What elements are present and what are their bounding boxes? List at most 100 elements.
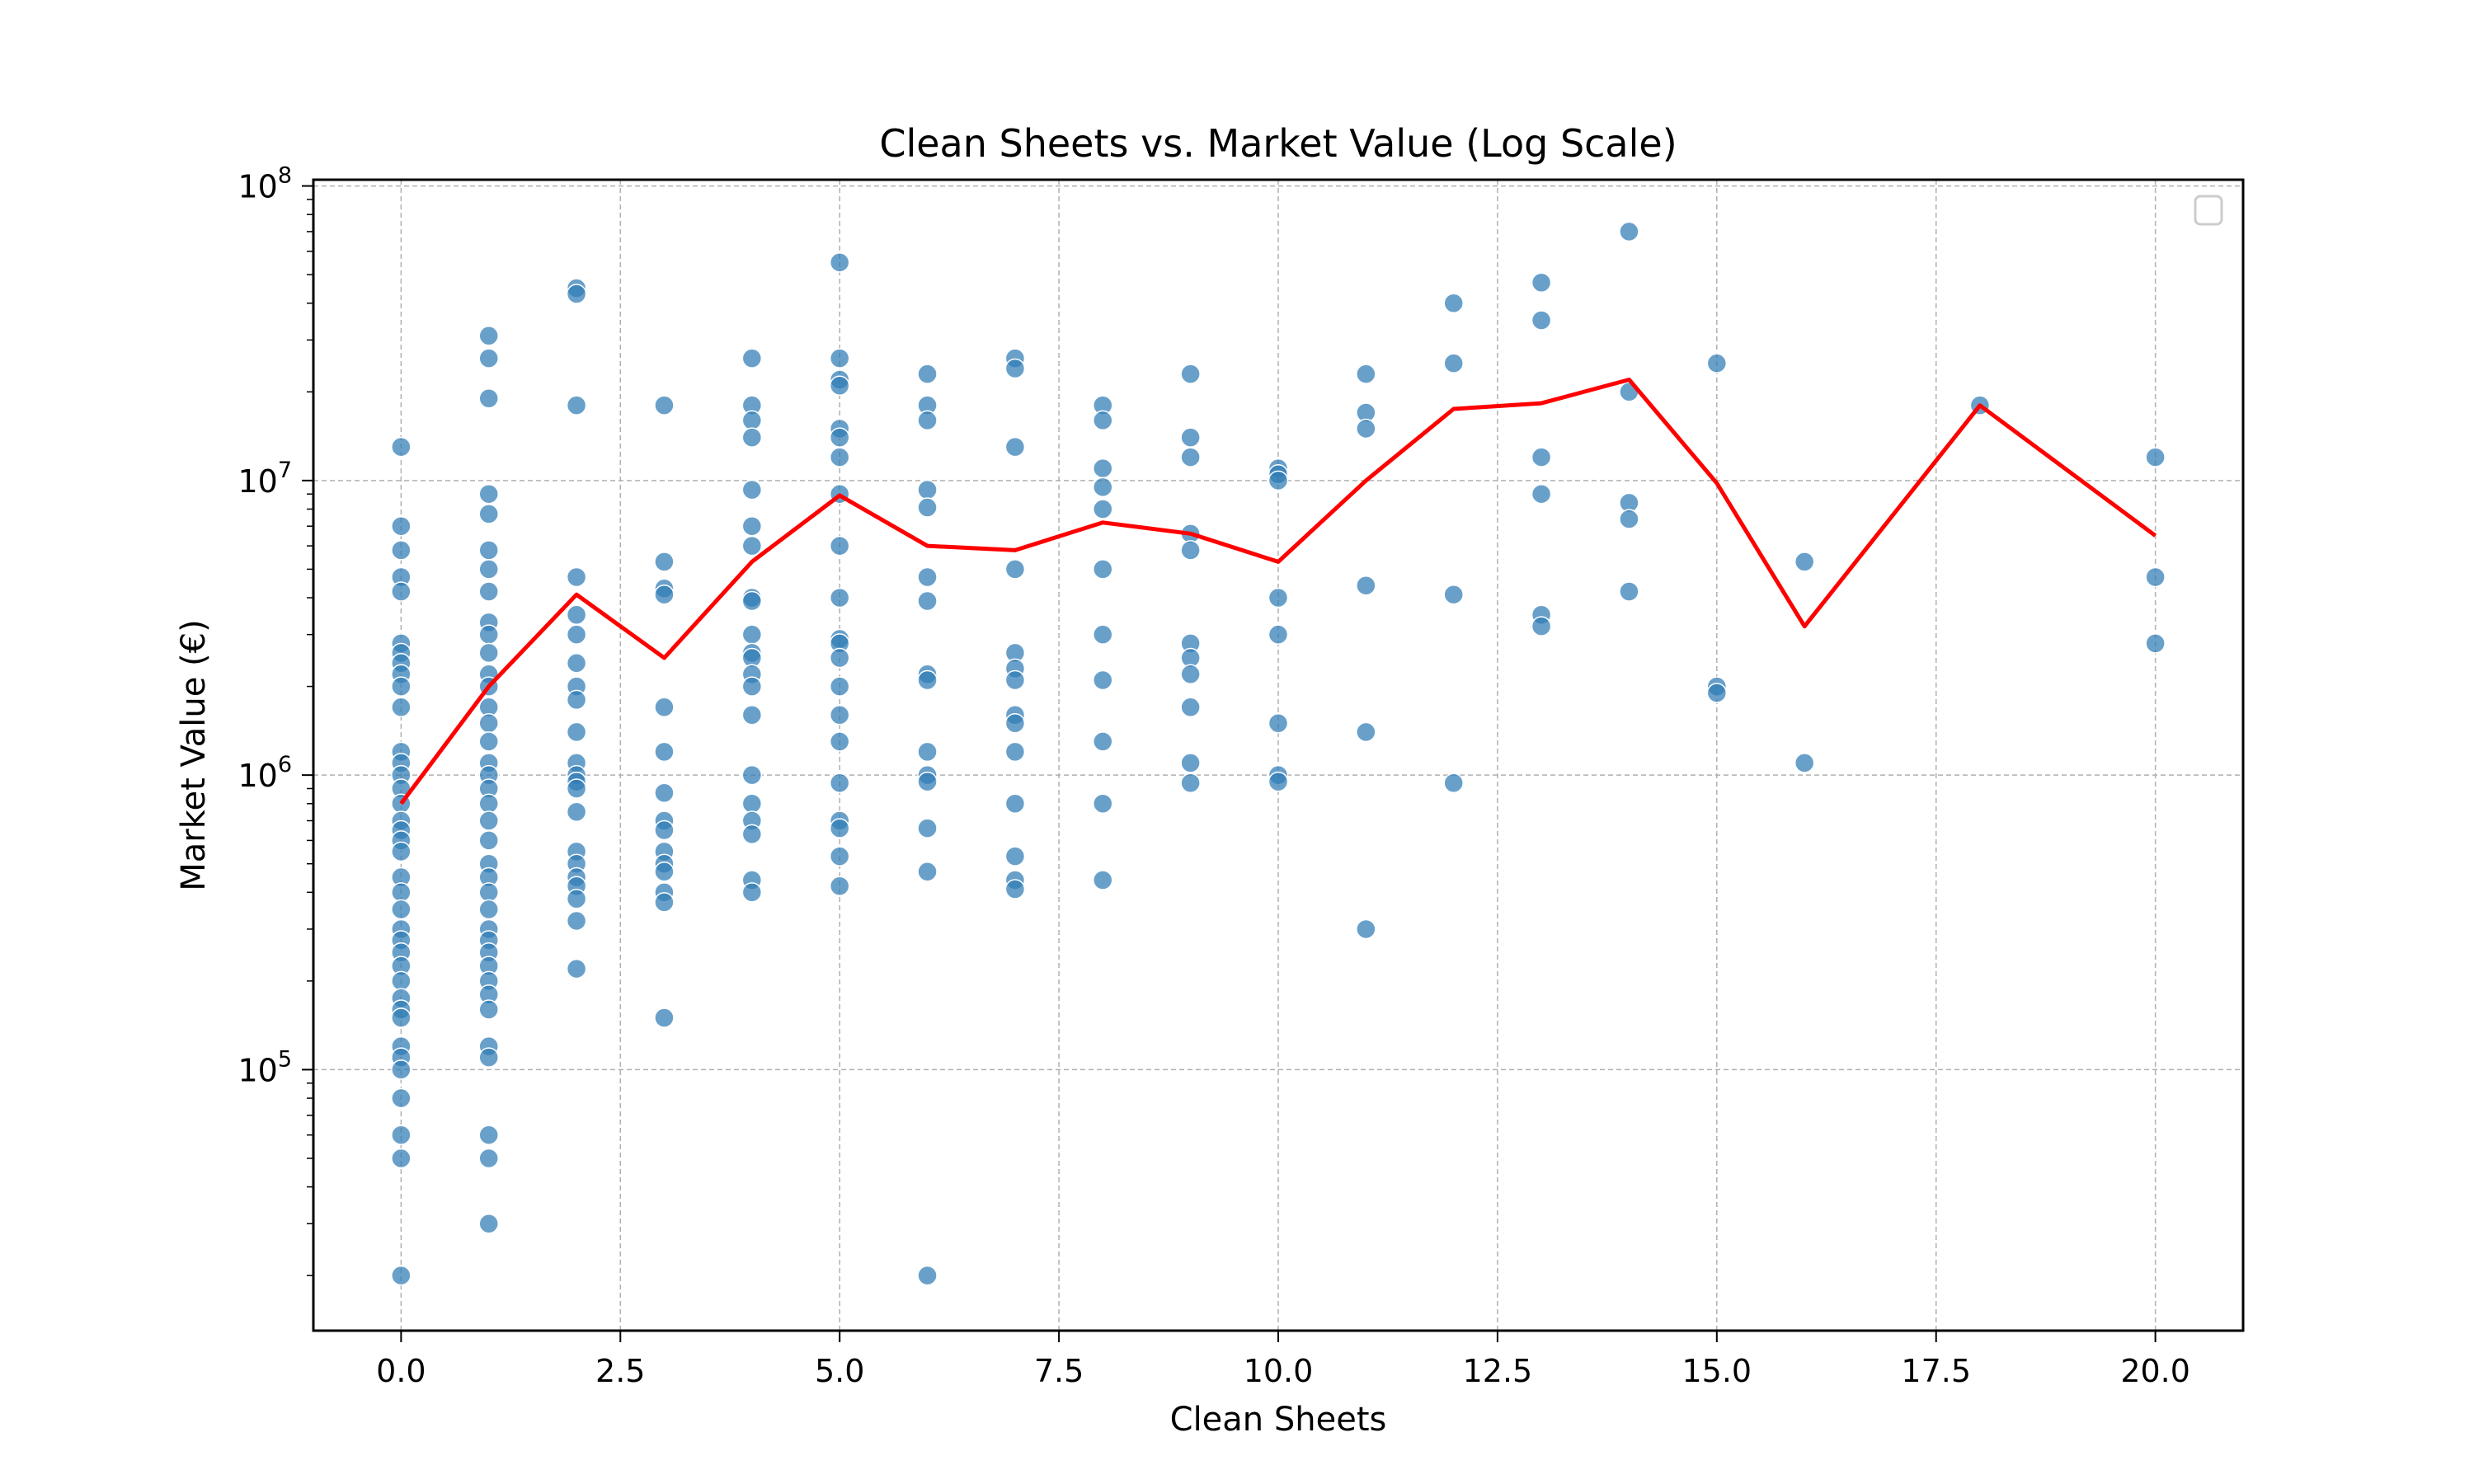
scatter-point (1268, 624, 1289, 645)
scatter-point (917, 771, 938, 792)
scatter-point (566, 284, 587, 304)
scatter-point (829, 818, 850, 838)
scatter-point (829, 647, 850, 669)
x-tick-label: 15.0 (1682, 1353, 1752, 1389)
scatter-point (917, 410, 938, 431)
scatter-point (829, 447, 850, 467)
scatter-point (741, 793, 763, 815)
scatter-point (566, 689, 587, 711)
scatter-point (1531, 272, 1552, 293)
scatter-point (654, 892, 675, 913)
scatter-point (566, 778, 587, 799)
scatter-point (391, 841, 412, 862)
scatter-point (1356, 721, 1376, 743)
y-tick-label: 105 (238, 1046, 292, 1088)
scatter-point (917, 818, 938, 838)
scatter-point (566, 889, 587, 909)
scatter-point (1093, 731, 1113, 752)
scatter-point (917, 497, 938, 518)
scatter-point (829, 876, 850, 896)
scatter-point (917, 862, 938, 882)
scatter-point (478, 810, 499, 831)
scatter-point (391, 1125, 412, 1145)
scatter-point (741, 410, 763, 431)
scatter-point (741, 590, 763, 612)
scatter-point (566, 910, 587, 932)
scatter-point (741, 515, 763, 537)
x-tick-label: 5.0 (815, 1353, 864, 1389)
scatter-point (1180, 773, 1201, 793)
scatter-point (478, 882, 499, 903)
y-axis-label: Market Value (€) (175, 619, 213, 890)
scatter-point (1443, 293, 1464, 313)
scatter-point (829, 704, 850, 726)
scatter-point (741, 479, 763, 500)
scatter-point (654, 741, 675, 763)
scatter-point (829, 846, 850, 866)
scatter-point (1093, 410, 1113, 431)
scatter-point (478, 1047, 499, 1068)
scatter-point (654, 552, 675, 572)
scatter-point (566, 395, 587, 416)
scatter-point (1093, 624, 1113, 645)
scatter-point (1093, 499, 1113, 519)
scatter-point (1180, 753, 1201, 773)
scatter-point (1531, 310, 1552, 331)
scatter-point (1356, 918, 1376, 940)
x-axis-label: Clean Sheets (1170, 1401, 1387, 1439)
scatter-point (566, 604, 587, 626)
scatter-point (741, 882, 763, 903)
scatter-point (478, 830, 499, 851)
scatter-point (391, 1087, 412, 1109)
scatter-point (741, 427, 763, 448)
scatter-point (478, 793, 499, 815)
scatter-point (829, 587, 850, 608)
scatter-point (566, 721, 587, 743)
scatter-point (478, 483, 499, 505)
x-tick-label: 12.5 (1463, 1353, 1533, 1389)
scatter-point (1794, 552, 1815, 572)
scatter-point (1268, 771, 1289, 792)
scatter-point (1093, 559, 1113, 580)
scatter-point (654, 395, 675, 416)
scatter-point (917, 566, 938, 588)
scatter-point (1004, 559, 1026, 580)
scatter-point (1093, 793, 1113, 815)
scatter-point (566, 958, 587, 979)
scatter-point (1443, 584, 1464, 605)
x-tick-label: 10.0 (1244, 1353, 1314, 1389)
scatter-point (478, 1213, 499, 1234)
scatter-point (1531, 447, 1552, 467)
scatter-point (1443, 773, 1464, 793)
x-tick-label: 0.0 (376, 1353, 426, 1389)
scatter-point (829, 427, 850, 448)
scatter-point (917, 590, 938, 612)
scatter-point (917, 669, 938, 691)
scatter-point (478, 581, 499, 602)
scatter-point (391, 697, 412, 718)
scatter-point (391, 1007, 412, 1028)
scatter-point (1093, 870, 1113, 890)
scatter-point (478, 1125, 499, 1145)
scatter-point (1619, 221, 1639, 242)
scatter-point (1443, 353, 1464, 373)
scatter-point (1268, 712, 1289, 734)
scatter-point (1004, 436, 1026, 458)
scatter-point (1093, 669, 1113, 691)
scatter-point (829, 773, 850, 793)
scatter-point (1180, 664, 1201, 685)
y-tick-label: 106 (238, 752, 292, 794)
scatter-point (391, 540, 412, 561)
scatter-point (829, 348, 850, 369)
scatter-point (391, 676, 412, 697)
scatter-point (654, 862, 675, 882)
scatter-point (478, 731, 499, 752)
scatter-point (1180, 447, 1201, 467)
scatter-point (654, 584, 675, 605)
scatter-point (1356, 364, 1376, 384)
scatter-point (566, 624, 587, 645)
scatter-point (1356, 418, 1376, 439)
